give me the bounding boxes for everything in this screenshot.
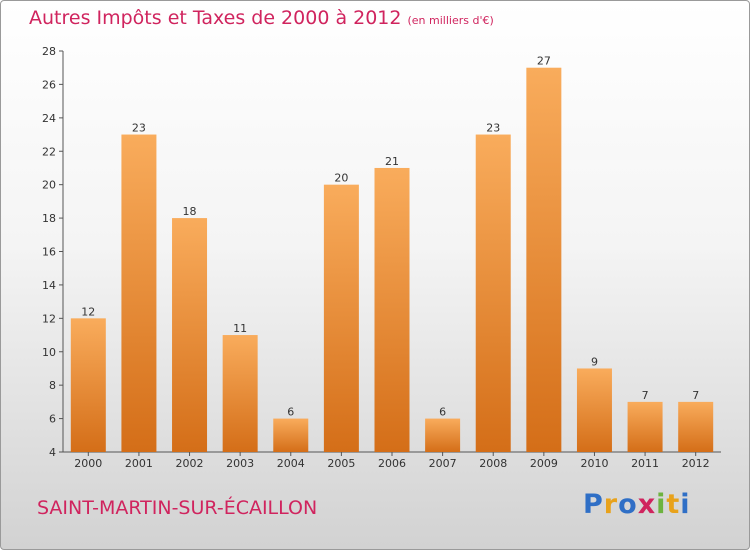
bar	[121, 134, 157, 452]
bar	[678, 401, 714, 452]
x-tick-label: 2004	[277, 457, 305, 470]
y-tick-label: 8	[49, 379, 56, 392]
y-tick-label: 16	[42, 246, 56, 259]
chart-labels: 4 6 8 10 12 14 16 18 20 22 24 26 28 12 2000 23 2001 18 200…	[42, 45, 710, 470]
x-tick-label: 2000	[74, 457, 102, 470]
bar-value-label: 27	[537, 55, 551, 68]
bar	[172, 218, 208, 452]
bar-value-label: 9	[591, 355, 598, 368]
bar-value-label: 23	[486, 122, 500, 135]
bar	[222, 335, 258, 452]
x-tick-label: 2007	[429, 457, 457, 470]
x-tick-label: 2008	[479, 457, 507, 470]
bar	[627, 401, 663, 452]
logo-letter: x	[637, 489, 657, 520]
commune-name: SAINT-MARTIN-SUR-ÉCAILLON	[37, 497, 318, 519]
x-tick-label: 2003	[226, 457, 254, 470]
bar-value-label: 12	[81, 305, 95, 318]
bar	[323, 184, 359, 452]
bar-value-label: 20	[334, 172, 348, 185]
logo-letter: r	[603, 489, 619, 520]
chart-title: Autres Impôts et Taxes de 2000 à 2012 (en…	[29, 7, 494, 29]
x-tick-label: 2009	[530, 457, 558, 470]
y-tick-label: 24	[42, 112, 56, 125]
x-tick-label: 2002	[176, 457, 204, 470]
bar	[526, 67, 562, 452]
bar	[425, 418, 461, 452]
chart-bars	[70, 67, 714, 453]
y-tick-label: 22	[42, 145, 56, 158]
bar-value-label: 7	[692, 389, 699, 402]
bar	[475, 134, 511, 452]
logo-letter: t	[666, 489, 681, 520]
bar-value-label: 11	[233, 322, 247, 335]
y-tick-label: 14	[42, 279, 56, 292]
x-tick-label: 2005	[327, 457, 355, 470]
bar-value-label: 6	[439, 406, 446, 419]
y-tick-label: 18	[42, 212, 56, 225]
x-tick-label: 2011	[631, 457, 659, 470]
x-tick-label: 2006	[378, 457, 406, 470]
y-tick-label: 6	[49, 413, 56, 426]
x-tick-label: 2012	[682, 457, 710, 470]
logo-letter: i	[680, 489, 691, 520]
bar	[576, 368, 612, 452]
proxiti-logo: Proxiti	[583, 489, 691, 520]
chart-unit: (en milliers d'€)	[407, 14, 494, 27]
x-tick-label: 2010	[580, 457, 608, 470]
logo-letter: P	[583, 489, 604, 520]
bar-value-label: 21	[385, 155, 399, 168]
bar	[273, 418, 309, 452]
bar	[374, 167, 410, 453]
y-tick-label: 4	[49, 446, 56, 459]
y-tick-label: 28	[42, 45, 56, 58]
bar-value-label: 23	[132, 122, 146, 135]
bar-value-label: 7	[642, 389, 649, 402]
bar-value-label: 18	[183, 205, 197, 218]
x-tick-label: 2001	[125, 457, 153, 470]
bar-value-label: 6	[287, 406, 294, 419]
chart-title-text: Autres Impôts et Taxes de 2000 à 2012	[29, 7, 402, 29]
y-tick-label: 20	[42, 179, 56, 192]
y-tick-label: 26	[42, 78, 56, 91]
bar	[70, 318, 106, 452]
y-tick-label: 12	[42, 312, 56, 325]
logo-letter: o	[618, 489, 638, 520]
y-tick-label: 10	[42, 346, 56, 359]
logo-letter: i	[656, 489, 667, 520]
